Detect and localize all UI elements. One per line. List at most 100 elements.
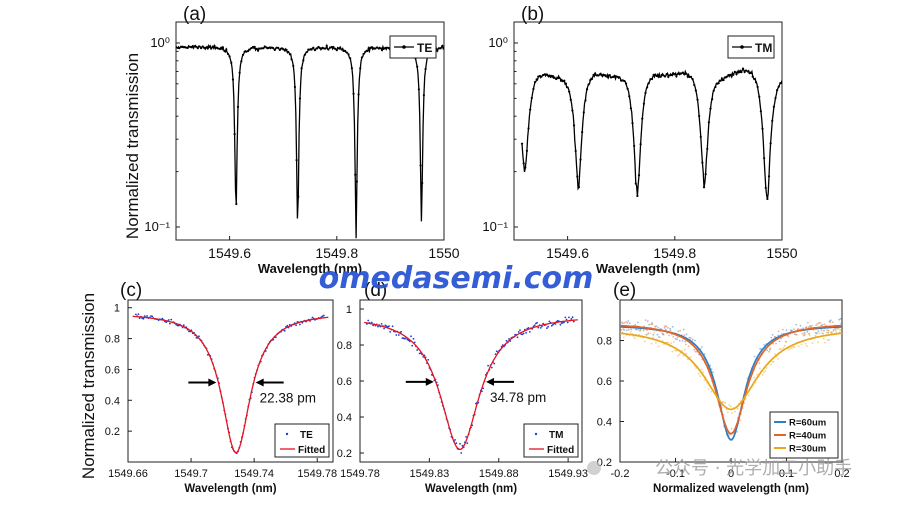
data-point [646, 320, 649, 322]
data-point [748, 72, 751, 75]
data-point [216, 47, 219, 50]
y-tick-label: 10⁻¹ [482, 219, 508, 234]
data-point [668, 334, 670, 337]
data-point [380, 48, 384, 52]
data-point [834, 329, 837, 331]
data-point [763, 344, 766, 346]
data-point [659, 75, 662, 78]
data-point [272, 47, 275, 50]
data-point [605, 75, 608, 78]
data-point [753, 355, 756, 358]
data-point [240, 60, 243, 63]
data-point [205, 46, 208, 49]
data-point [693, 83, 696, 87]
data-point [654, 325, 657, 328]
plot-area [620, 317, 842, 441]
data-point [709, 107, 712, 110]
data-point [675, 75, 678, 78]
data-point [206, 47, 209, 50]
data-point [235, 202, 238, 206]
data-point [195, 45, 198, 48]
plot-area [364, 316, 578, 454]
data-point [731, 411, 733, 414]
data-point [552, 323, 554, 326]
data-point [741, 67, 745, 70]
data-point [725, 75, 728, 78]
x-tick-label: 0.2 [834, 468, 849, 480]
data-point [667, 75, 670, 78]
data-point [649, 78, 652, 81]
data-point [572, 320, 575, 323]
data-point [659, 336, 661, 339]
data-point [634, 182, 637, 185]
data-point [678, 353, 681, 356]
data-point [697, 372, 700, 375]
y-tick-label: 10⁰ [488, 35, 508, 50]
data-point [629, 107, 632, 110]
data-point [416, 349, 418, 351]
data-point [527, 327, 530, 329]
y-tick-label: 0.4 [597, 417, 612, 429]
data-point [329, 46, 332, 49]
data-point [820, 324, 823, 327]
data-point [525, 149, 529, 152]
data-point [255, 47, 258, 50]
data-point [564, 316, 567, 319]
data-point [797, 327, 800, 330]
data-point [223, 50, 226, 53]
data-point [823, 329, 825, 332]
data-point [681, 349, 684, 352]
data-point [387, 46, 390, 50]
data-point [182, 324, 185, 327]
data-point [662, 74, 665, 77]
data-point [694, 350, 697, 353]
data-point [657, 345, 660, 348]
data-point [630, 328, 632, 331]
data-point [412, 337, 415, 340]
legend-marker [285, 432, 289, 436]
data-point [687, 345, 690, 347]
data-point [295, 324, 297, 327]
data-point [524, 166, 527, 169]
data-point [607, 76, 610, 79]
data-point [804, 342, 807, 345]
data-point [761, 127, 764, 130]
data-point [522, 332, 525, 335]
data-point [785, 329, 788, 332]
data-point [421, 181, 424, 185]
data-point [665, 325, 668, 328]
data-point [320, 47, 323, 50]
data-point [382, 47, 385, 50]
data-point [285, 48, 288, 52]
legend-label: R=30um [789, 444, 826, 455]
data-point [684, 340, 687, 343]
data-point [303, 53, 307, 56]
data-point [238, 71, 241, 74]
data-point [674, 349, 677, 352]
data-point [142, 317, 145, 320]
data-point [666, 326, 669, 329]
data-point [226, 52, 230, 55]
data-point [806, 345, 808, 347]
data-point [595, 74, 598, 77]
y-tick-label: 10⁰ [150, 35, 170, 50]
x-tick-label: 1549.6 [546, 245, 589, 261]
data-point [830, 319, 832, 322]
data-point [668, 74, 671, 77]
data-point [383, 327, 385, 330]
data-point [769, 348, 771, 351]
data-point [465, 436, 467, 438]
linewidth-annotation: 22.38 pm [260, 391, 316, 406]
data-point [354, 173, 357, 176]
data-point [829, 321, 831, 324]
data-point [267, 46, 270, 50]
data-point [838, 327, 840, 330]
data-point [795, 334, 797, 336]
data-point [649, 332, 652, 335]
data-point [436, 49, 439, 52]
data-point [277, 46, 280, 49]
data-point [736, 431, 738, 433]
x-tick-label: 1549.78 [340, 468, 380, 480]
data-point [818, 332, 821, 335]
data-point [143, 315, 146, 317]
